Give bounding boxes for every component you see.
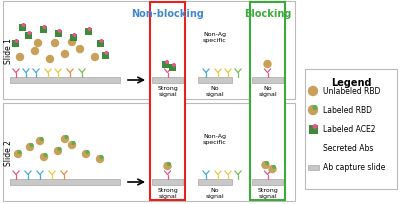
Circle shape xyxy=(43,27,46,29)
Bar xyxy=(10,78,120,84)
Circle shape xyxy=(32,48,38,55)
Circle shape xyxy=(269,166,276,173)
Circle shape xyxy=(313,106,317,110)
Circle shape xyxy=(62,136,68,143)
Circle shape xyxy=(40,138,43,141)
Bar xyxy=(96,40,104,47)
Circle shape xyxy=(30,144,33,147)
Circle shape xyxy=(168,163,170,165)
Circle shape xyxy=(40,154,48,161)
Circle shape xyxy=(58,148,61,151)
Text: Non-Ag
specific: Non-Ag specific xyxy=(203,133,227,144)
Circle shape xyxy=(34,40,42,47)
Circle shape xyxy=(44,154,47,156)
Bar xyxy=(54,30,62,37)
Text: Secreted Abs: Secreted Abs xyxy=(323,144,373,153)
Text: Blocking: Blocking xyxy=(244,9,291,19)
Circle shape xyxy=(173,64,175,67)
Text: Ab capture slide: Ab capture slide xyxy=(323,163,385,172)
Circle shape xyxy=(28,33,31,35)
Text: Slide 1: Slide 1 xyxy=(4,38,13,64)
Bar xyxy=(70,34,76,41)
Text: Slide 2: Slide 2 xyxy=(4,139,13,165)
Circle shape xyxy=(73,34,76,37)
Text: Legend: Legend xyxy=(331,78,371,88)
Bar xyxy=(152,78,183,84)
Circle shape xyxy=(82,151,90,158)
Circle shape xyxy=(308,106,318,115)
Circle shape xyxy=(36,138,44,145)
Bar xyxy=(40,26,46,33)
Circle shape xyxy=(308,87,318,96)
Circle shape xyxy=(264,61,271,68)
Bar xyxy=(3,2,295,100)
Circle shape xyxy=(46,56,54,63)
Circle shape xyxy=(262,162,269,169)
Circle shape xyxy=(313,125,317,129)
Circle shape xyxy=(164,163,171,170)
Bar xyxy=(169,64,176,71)
Bar xyxy=(252,78,283,84)
Circle shape xyxy=(14,151,22,158)
Circle shape xyxy=(22,24,25,27)
Text: Unlabeled RBD: Unlabeled RBD xyxy=(323,87,380,96)
Circle shape xyxy=(58,31,61,33)
Text: Labeled RBD: Labeled RBD xyxy=(323,106,372,115)
Circle shape xyxy=(266,162,268,164)
Circle shape xyxy=(16,54,24,61)
Bar xyxy=(3,103,295,201)
Text: No
signal: No signal xyxy=(258,86,277,96)
Circle shape xyxy=(166,61,168,64)
Circle shape xyxy=(54,148,62,155)
Text: Strong
signal: Strong signal xyxy=(157,86,178,96)
Bar xyxy=(84,28,92,35)
Circle shape xyxy=(72,142,75,145)
Bar xyxy=(152,179,183,185)
Circle shape xyxy=(96,156,104,163)
Text: Non-Ag
specific: Non-Ag specific xyxy=(203,32,227,43)
Text: Strong
signal: Strong signal xyxy=(257,187,278,198)
Circle shape xyxy=(105,52,108,55)
Bar xyxy=(18,24,26,31)
Circle shape xyxy=(15,41,18,43)
Text: Non-blocking: Non-blocking xyxy=(131,9,204,19)
Circle shape xyxy=(88,29,91,31)
Bar xyxy=(150,3,185,200)
Bar xyxy=(10,179,120,185)
Bar xyxy=(250,3,285,200)
Bar xyxy=(162,61,169,68)
Bar xyxy=(24,32,32,39)
Circle shape xyxy=(62,51,68,58)
Circle shape xyxy=(86,151,89,154)
Circle shape xyxy=(273,166,275,169)
Circle shape xyxy=(100,41,103,43)
Bar xyxy=(198,78,232,84)
Bar xyxy=(198,179,232,185)
Bar xyxy=(12,40,18,47)
Circle shape xyxy=(100,156,103,159)
Text: Strong
signal: Strong signal xyxy=(157,187,178,198)
Text: No
signal: No signal xyxy=(206,86,224,96)
Circle shape xyxy=(68,39,76,46)
Bar xyxy=(102,52,108,59)
Text: No
signal: No signal xyxy=(206,187,224,198)
Bar xyxy=(308,165,319,170)
Circle shape xyxy=(65,136,68,139)
Circle shape xyxy=(52,40,58,47)
Circle shape xyxy=(18,151,21,154)
Text: Labeled ACE2: Labeled ACE2 xyxy=(323,125,376,134)
Circle shape xyxy=(26,144,34,151)
Circle shape xyxy=(92,54,98,61)
Circle shape xyxy=(76,46,84,53)
Circle shape xyxy=(68,142,76,149)
Bar xyxy=(305,70,397,189)
Bar xyxy=(252,179,283,185)
Bar xyxy=(308,125,318,134)
